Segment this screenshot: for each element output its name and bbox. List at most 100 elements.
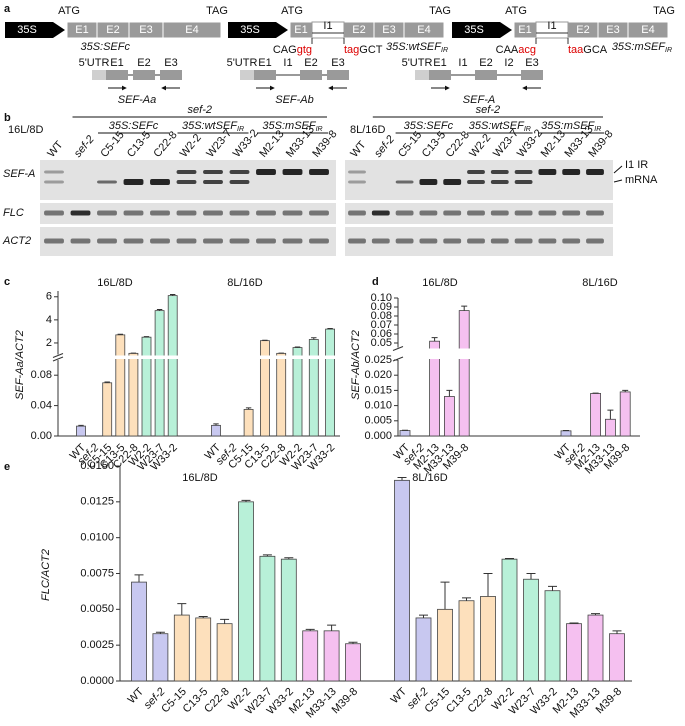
band (309, 169, 329, 175)
start-codon: ATG (505, 5, 527, 17)
construct-name-main: 35S:SEFc (80, 41, 130, 53)
error-bar (505, 557, 514, 560)
bar (443, 396, 455, 437)
exon (133, 70, 155, 80)
bar (325, 328, 336, 437)
y-tick-label: 0.0150 (80, 460, 114, 472)
band (97, 180, 117, 184)
error-bar (526, 573, 536, 580)
utr-label: 5'UTR (402, 57, 433, 69)
break-mark (52, 353, 64, 358)
junction-piece: CAA (496, 44, 519, 56)
band (467, 180, 485, 184)
construct-name-main: 35S:wtSEF (469, 120, 525, 132)
bar (154, 310, 165, 437)
part-label: E2 (479, 57, 492, 69)
exon-label: E4 (417, 24, 430, 36)
band (282, 238, 303, 244)
bar (76, 425, 86, 437)
promoter-arrow (228, 22, 288, 38)
break-mark (52, 356, 64, 362)
panel-letter: b (4, 112, 11, 124)
utr (92, 70, 106, 80)
exon-label: E4 (641, 24, 654, 36)
lane-label: W23-7 (491, 127, 521, 160)
band (538, 169, 557, 175)
utr-label: 5'UTR (79, 57, 110, 69)
y-tick-label: 0.04 (31, 400, 52, 412)
bar (480, 596, 496, 682)
band (586, 238, 604, 244)
bar (590, 393, 601, 437)
junction-piece: gtg (297, 44, 312, 56)
promoter-label: 35S (17, 24, 37, 36)
promoter-arrow (452, 22, 512, 38)
band (348, 170, 366, 174)
row-label: SEF-A (3, 168, 35, 180)
exon (403, 21, 445, 39)
bar (243, 408, 254, 437)
junction-left: CAAacg (496, 44, 536, 56)
part-label: E2 (304, 57, 317, 69)
exon (327, 70, 349, 80)
y-tick-label: 0.000 (364, 430, 392, 442)
lane-label: WT (45, 139, 65, 160)
lane-label: C5-15 (396, 129, 424, 160)
band-label: I1 IR (625, 159, 648, 171)
panel-letter: a (4, 3, 11, 15)
error-bar (78, 424, 84, 427)
junction-piece: CAG (273, 44, 297, 56)
junction-piece: GCA (583, 44, 608, 56)
intron-label: I1 (323, 20, 332, 32)
transcript-name: SEF-A (463, 94, 495, 106)
construct-name-main: 35S:mSEF (262, 120, 316, 132)
group-label: 16L/8D (182, 472, 218, 484)
bar (167, 295, 178, 437)
band (371, 210, 390, 216)
part-label: E2 (137, 57, 150, 69)
error-bar (483, 573, 493, 597)
band (490, 238, 509, 244)
junction-piece: tag (344, 44, 359, 56)
construct-name: 35S:mSEFIR (541, 120, 601, 133)
construct-name-sub: IR (441, 47, 448, 54)
band (562, 210, 581, 216)
part-label: E1 (433, 57, 446, 69)
part-label: I1 (458, 57, 467, 69)
bar (609, 633, 625, 682)
y-tick-label: 0.08 (31, 369, 52, 381)
lane-label: WT (348, 139, 368, 160)
y-tick-label: 0.00 (31, 430, 52, 442)
band (150, 179, 170, 185)
exon-label: E1 (518, 24, 531, 36)
exon-label: E2 (576, 24, 589, 36)
band (70, 210, 91, 216)
band (256, 169, 276, 175)
construct-name-main: 35S:mSEF (541, 120, 595, 132)
bar (276, 352, 287, 437)
error-bar (241, 499, 251, 502)
band (467, 210, 485, 216)
band (538, 210, 557, 216)
error-bar (245, 407, 252, 410)
y-tick-label: 0.06 (371, 328, 392, 340)
bar (152, 633, 169, 682)
construct-name: 35S:SEFc (404, 120, 454, 132)
error-bar (348, 641, 358, 644)
bar (415, 617, 432, 682)
bar (308, 339, 319, 437)
intron (311, 21, 345, 39)
construct-name-main: 35S:mSEF (612, 41, 666, 53)
exon (106, 70, 128, 80)
construct-name: 35S:mSEFIR (262, 120, 322, 133)
x-tick-label: C22-8 (465, 686, 495, 716)
error-bar (294, 346, 301, 348)
band (443, 238, 462, 244)
bar (619, 391, 631, 437)
band (44, 238, 64, 244)
band (395, 210, 414, 216)
bar (437, 608, 453, 682)
bar (458, 600, 475, 682)
error-bar (622, 389, 629, 392)
